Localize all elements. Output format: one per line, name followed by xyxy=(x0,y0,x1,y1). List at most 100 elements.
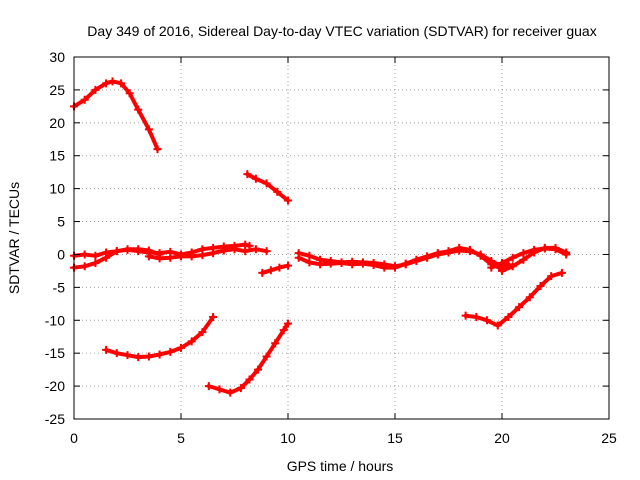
data-point xyxy=(258,268,267,277)
data-point xyxy=(284,196,292,205)
data-point xyxy=(155,350,164,359)
data-point xyxy=(144,252,153,261)
data-point xyxy=(326,259,335,268)
data-point xyxy=(483,316,492,325)
data-point xyxy=(80,250,89,259)
series-line xyxy=(206,321,290,395)
data-point xyxy=(91,85,100,94)
data-point xyxy=(369,260,378,269)
data-point xyxy=(391,263,399,272)
y-tick-label: -15 xyxy=(45,345,65,361)
x-tick-label: 0 xyxy=(70,430,78,446)
data-point xyxy=(123,351,132,360)
data-point xyxy=(504,312,513,321)
data-point xyxy=(230,245,239,254)
y-tick-label: 20 xyxy=(49,115,65,131)
data-point xyxy=(305,258,314,267)
data-point xyxy=(557,268,566,277)
data-point xyxy=(562,248,571,257)
data-point xyxy=(134,105,143,114)
series-arc-1 xyxy=(70,77,162,154)
data-point xyxy=(245,375,254,384)
data-point xyxy=(91,251,100,260)
x-tick-label: 20 xyxy=(494,430,510,446)
series-arc-8 xyxy=(204,319,292,397)
series-arc-13 xyxy=(461,268,566,330)
data-point xyxy=(530,248,539,257)
grid xyxy=(74,57,609,419)
data-point xyxy=(337,259,346,268)
plot-frame xyxy=(73,56,610,420)
data-point xyxy=(515,303,524,312)
data-point xyxy=(80,95,89,104)
data-point xyxy=(102,345,111,354)
data-point xyxy=(209,249,218,258)
y-tick-label: 10 xyxy=(49,181,65,197)
data-point xyxy=(525,293,534,302)
data-point xyxy=(262,179,271,188)
data-series xyxy=(70,77,571,397)
data-point xyxy=(251,245,260,254)
data-point xyxy=(91,259,100,268)
data-point xyxy=(251,174,260,183)
series-line xyxy=(463,270,564,328)
data-point xyxy=(444,247,453,256)
x-tick-label: 25 xyxy=(601,430,617,446)
data-point xyxy=(241,247,250,256)
data-point xyxy=(155,254,164,263)
data-point xyxy=(540,243,549,252)
y-tick-label: 30 xyxy=(49,49,65,65)
x-tick-label: 10 xyxy=(280,430,296,446)
data-point xyxy=(461,311,470,320)
x-tick-label: 15 xyxy=(387,430,403,446)
data-point xyxy=(266,266,275,275)
data-point xyxy=(279,326,288,335)
data-point xyxy=(423,252,432,261)
data-point xyxy=(219,246,228,255)
data-point xyxy=(284,261,292,270)
data-point xyxy=(187,337,196,346)
data-point xyxy=(204,382,213,391)
data-point xyxy=(254,365,263,374)
series-arc-7 xyxy=(102,312,218,362)
data-point xyxy=(465,245,474,254)
data-point xyxy=(498,266,506,275)
data-point xyxy=(536,282,545,291)
y-tick-label: 5 xyxy=(57,214,65,230)
chart-title: Day 349 of 2016, Sidereal Day-to-day VTE… xyxy=(87,23,596,39)
axis-ticks: 0 5 10 15 20 25 -25 -20 -15 -10 -5 0 5 10 15 20 25 30 xyxy=(45,49,617,446)
series-arc-10 xyxy=(294,243,506,273)
data-point xyxy=(198,328,207,337)
data-point xyxy=(117,79,126,88)
data-point xyxy=(243,170,252,179)
data-point xyxy=(275,263,284,272)
y-tick-label: -5 xyxy=(53,279,66,295)
data-point xyxy=(508,262,517,271)
data-point xyxy=(284,319,292,328)
series-line xyxy=(72,79,160,152)
data-point xyxy=(262,247,271,256)
data-point xyxy=(125,89,134,98)
data-point xyxy=(551,243,560,252)
data-point xyxy=(134,353,143,362)
data-point xyxy=(493,321,502,330)
data-point xyxy=(358,259,367,268)
data-point xyxy=(112,247,121,256)
data-point xyxy=(153,145,162,154)
data-point xyxy=(166,347,175,356)
data-point xyxy=(177,252,185,261)
data-point xyxy=(294,253,303,262)
series-arc-6 xyxy=(258,261,292,277)
data-point xyxy=(102,79,111,88)
data-point xyxy=(144,125,153,134)
y-tick-label: 15 xyxy=(49,148,65,164)
data-point xyxy=(508,253,517,262)
series-arc-5 xyxy=(144,245,271,263)
y-tick-label: 25 xyxy=(49,82,65,98)
data-point xyxy=(498,259,506,268)
data-point xyxy=(108,77,117,86)
x-axis-label: GPS time / hours xyxy=(287,458,394,474)
data-point xyxy=(472,312,481,321)
data-point xyxy=(166,253,175,262)
